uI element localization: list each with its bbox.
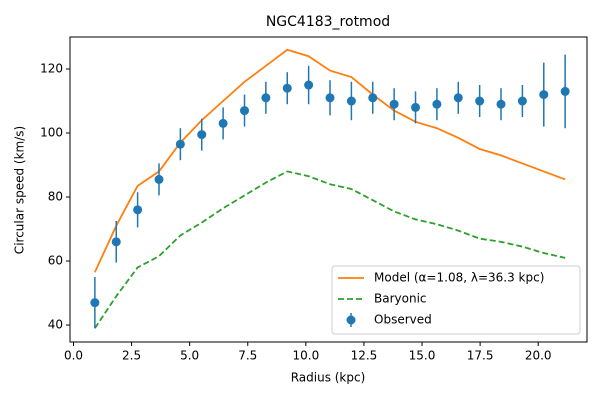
data-point xyxy=(368,93,378,103)
data-point xyxy=(218,118,228,128)
x-tick-label: 5.0 xyxy=(180,349,199,363)
series-line xyxy=(94,48,566,273)
data-point xyxy=(154,174,164,184)
plot-frame xyxy=(69,36,588,343)
data-point xyxy=(111,237,121,247)
x-tick-label: 12.5 xyxy=(351,349,378,363)
data-point xyxy=(197,130,207,140)
y-tick-label: 60 xyxy=(48,254,63,268)
data-point xyxy=(539,90,549,100)
x-tick-label: 20.0 xyxy=(525,349,552,363)
data-point xyxy=(240,106,250,116)
chart-title: NGC4183_rotmod xyxy=(266,14,390,30)
legend-label: Model (α=1.08, λ=36.3 kpc) xyxy=(374,271,544,285)
data-point xyxy=(453,93,463,103)
data-point xyxy=(560,86,570,96)
y-axis-label: Circular speed (km/s) xyxy=(13,126,27,254)
series-line xyxy=(94,170,566,329)
data-point xyxy=(432,99,442,109)
y-tick-label: 120 xyxy=(40,62,63,76)
legend-box xyxy=(331,265,581,335)
data-point xyxy=(304,80,314,90)
x-tick-label: 2.5 xyxy=(122,349,141,363)
x-tick-label: 17.5 xyxy=(467,349,494,363)
data-point xyxy=(346,96,356,106)
data-point xyxy=(496,99,506,109)
data-point xyxy=(133,205,143,215)
data-point xyxy=(175,139,185,149)
x-tick-label: 0.0 xyxy=(64,349,83,363)
data-point xyxy=(90,298,100,308)
y-tick-label: 80 xyxy=(48,190,63,204)
data-point xyxy=(261,93,271,103)
data-point xyxy=(475,96,485,106)
legend-label: Observed xyxy=(374,313,432,327)
x-tick-label: 15.0 xyxy=(409,349,436,363)
data-point xyxy=(389,99,399,109)
x-tick-label: 7.5 xyxy=(238,349,257,363)
y-tick-label: 100 xyxy=(40,126,63,140)
legend-swatch xyxy=(346,315,356,325)
x-tick-label: 10.0 xyxy=(292,349,319,363)
data-point xyxy=(325,93,335,103)
x-axis-label: Radius (kpc) xyxy=(291,371,366,385)
legend-label: Baryonic xyxy=(374,292,427,306)
data-point xyxy=(517,96,527,106)
data-point xyxy=(282,83,292,93)
data-point xyxy=(411,102,421,112)
y-tick-label: 40 xyxy=(48,318,63,332)
